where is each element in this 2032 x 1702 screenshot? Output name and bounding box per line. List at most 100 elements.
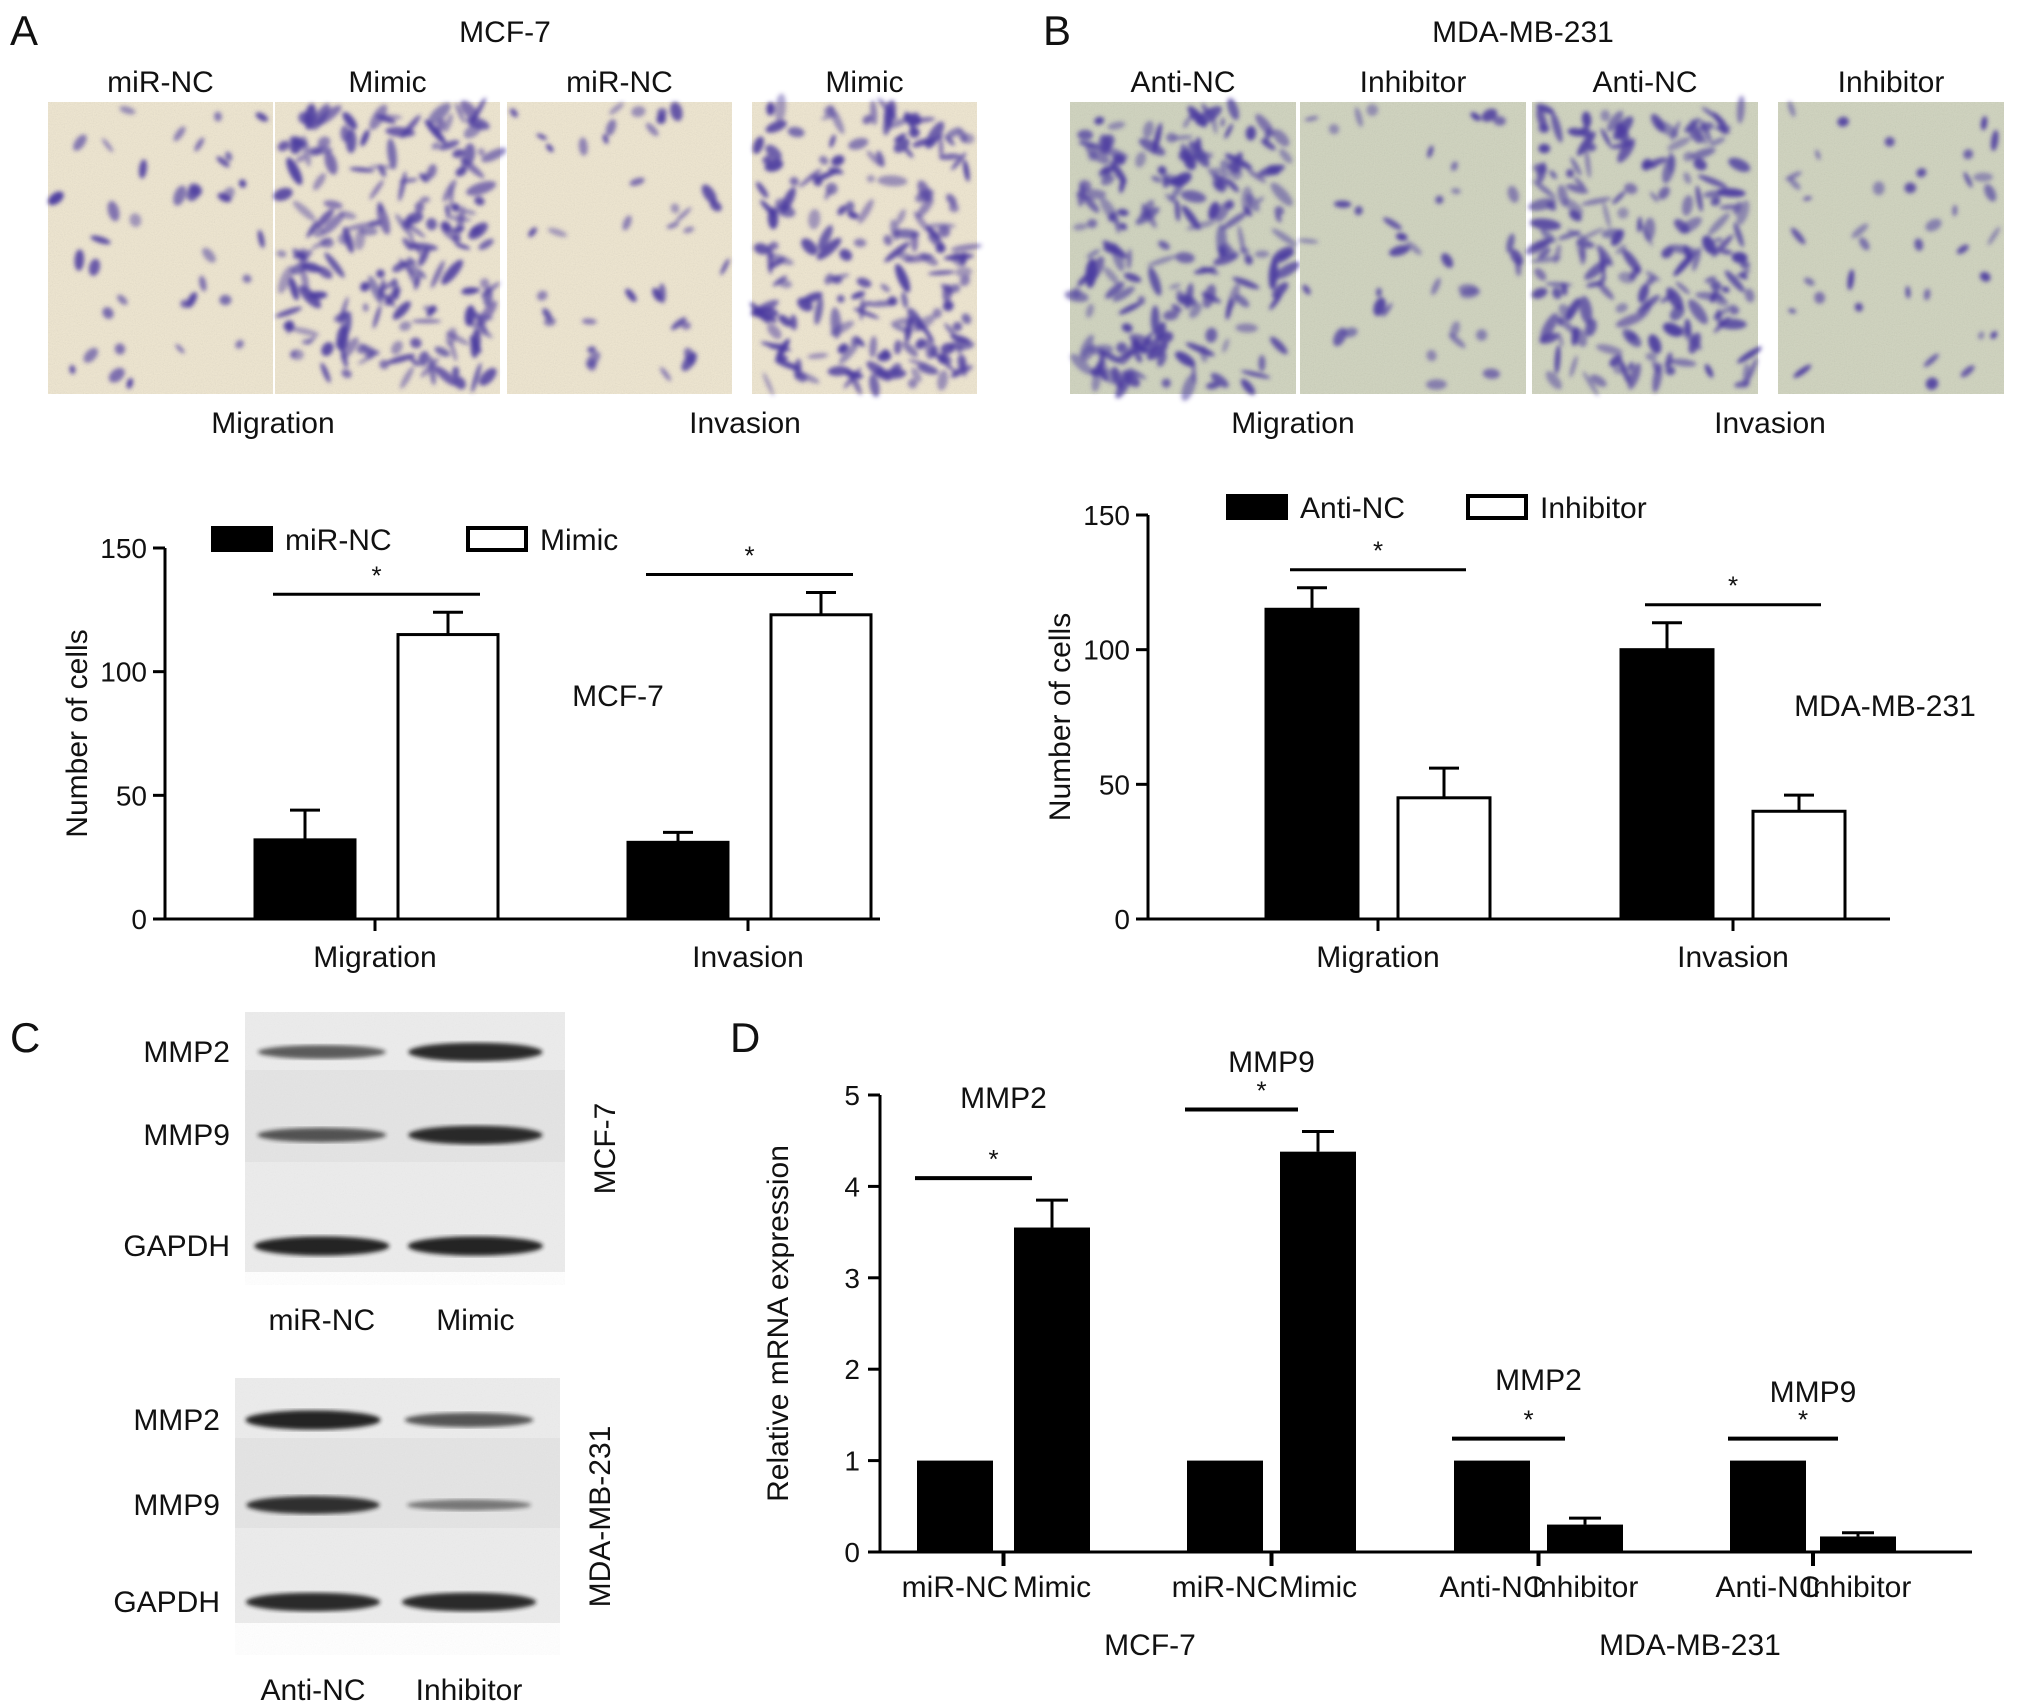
stained-cell — [1565, 183, 1589, 194]
stained-cell — [428, 356, 437, 386]
stained-cell — [275, 306, 302, 318]
stained-cell — [536, 290, 548, 301]
stained-cell — [1733, 201, 1742, 215]
stained-cell — [1226, 178, 1240, 193]
stained-cell — [1276, 251, 1295, 260]
stained-cell — [1790, 227, 1806, 245]
micrograph-image — [1525, 95, 1762, 396]
stained-cell — [1137, 295, 1146, 305]
stained-cell — [1736, 95, 1745, 124]
stained-cell — [1450, 321, 1461, 338]
stained-cell — [1712, 234, 1734, 258]
stained-cell — [225, 151, 233, 162]
panel-b-bar-chart: 0 50 100 150 Number of cells Migration * Invasi… — [1044, 492, 1976, 974]
stained-cell — [1923, 353, 1939, 368]
stained-cell — [386, 353, 416, 365]
stained-cell — [1121, 323, 1133, 333]
stained-cell — [216, 156, 230, 168]
stained-cell — [1158, 240, 1170, 250]
stained-cell — [119, 106, 136, 115]
stained-cell — [1545, 370, 1562, 390]
stained-cell — [1577, 131, 1596, 156]
stained-cell — [242, 274, 252, 283]
stained-cell — [400, 114, 421, 139]
stained-cell — [235, 339, 244, 349]
stained-cell — [1557, 230, 1581, 240]
protein-band — [245, 1410, 381, 1430]
stained-cell — [1118, 302, 1142, 315]
panel-d-letter: D — [730, 1014, 760, 1061]
panel-a-group-label-migration: Migration — [211, 407, 334, 440]
stained-cell — [1103, 266, 1120, 285]
stained-cell — [434, 346, 450, 357]
stained-cell — [1382, 302, 1393, 318]
stained-cell — [1923, 288, 1931, 301]
stained-cell — [1569, 355, 1578, 378]
protein-band — [408, 1125, 543, 1145]
stained-cell — [949, 340, 975, 350]
stained-cell — [1254, 250, 1270, 258]
stained-cell — [1742, 362, 1750, 389]
stained-cell — [107, 200, 120, 222]
stained-cell — [1637, 216, 1642, 233]
stained-cell — [1665, 366, 1676, 376]
stained-cell — [1688, 332, 1701, 354]
stained-cell — [1987, 226, 2001, 246]
stained-cell — [400, 366, 414, 389]
stained-cell — [1905, 286, 1911, 299]
stained-cell — [1193, 267, 1217, 274]
stained-cell — [877, 175, 908, 187]
stained-cell — [1111, 242, 1125, 272]
stained-cell — [1884, 136, 1895, 147]
band-label: MMP9 — [143, 1119, 230, 1152]
stained-cell — [399, 321, 412, 331]
stained-cell — [753, 243, 770, 255]
stained-cell — [455, 243, 471, 250]
group-label: MDA-MB-231 — [1599, 1629, 1781, 1662]
stained-cell — [578, 137, 588, 156]
stained-cell — [950, 243, 982, 252]
stained-cell — [1174, 200, 1181, 222]
y-tick-label: 50 — [116, 780, 147, 811]
stained-cell — [292, 252, 305, 260]
stained-cell — [1304, 116, 1319, 122]
stained-cell — [426, 217, 438, 231]
stained-cell — [454, 376, 466, 390]
stained-cell — [1366, 104, 1379, 117]
stained-cell — [656, 113, 667, 125]
stained-cell — [1224, 123, 1233, 139]
stained-cell — [1451, 188, 1461, 195]
stained-cell — [1645, 271, 1660, 282]
stained-cell — [477, 300, 498, 327]
stained-cell — [1610, 229, 1624, 247]
stained-cell — [1228, 283, 1240, 310]
stained-cell — [1612, 191, 1626, 205]
stained-cell — [666, 222, 680, 229]
stained-cell — [295, 155, 306, 163]
stained-cell — [670, 101, 683, 122]
stained-cell — [440, 222, 458, 241]
stained-cell — [893, 339, 902, 355]
panel-b: B MDA-MB-231 Anti-NC Inhibitor Anti-NC Inhi… — [1043, 7, 2004, 974]
stained-cell — [1788, 177, 1801, 190]
stained-cell — [912, 138, 930, 148]
stained-cell — [778, 279, 792, 289]
stained-cell — [1098, 134, 1111, 154]
stained-cell — [956, 345, 963, 354]
stained-cell — [1237, 225, 1246, 256]
stained-cell — [1205, 327, 1218, 343]
stained-cell — [69, 364, 76, 375]
stained-cell — [1570, 157, 1582, 176]
stained-cell — [409, 236, 422, 256]
stained-cell — [445, 215, 472, 222]
stained-cell — [775, 338, 790, 361]
stained-cell — [1275, 212, 1282, 223]
micrograph-texture — [507, 102, 732, 394]
stained-cell — [376, 269, 385, 279]
bar — [1014, 1227, 1090, 1552]
stained-cell — [257, 229, 265, 249]
stained-cell — [1615, 122, 1630, 144]
bar — [1454, 1460, 1530, 1552]
stained-cell — [129, 213, 142, 227]
stained-cell — [102, 138, 114, 153]
